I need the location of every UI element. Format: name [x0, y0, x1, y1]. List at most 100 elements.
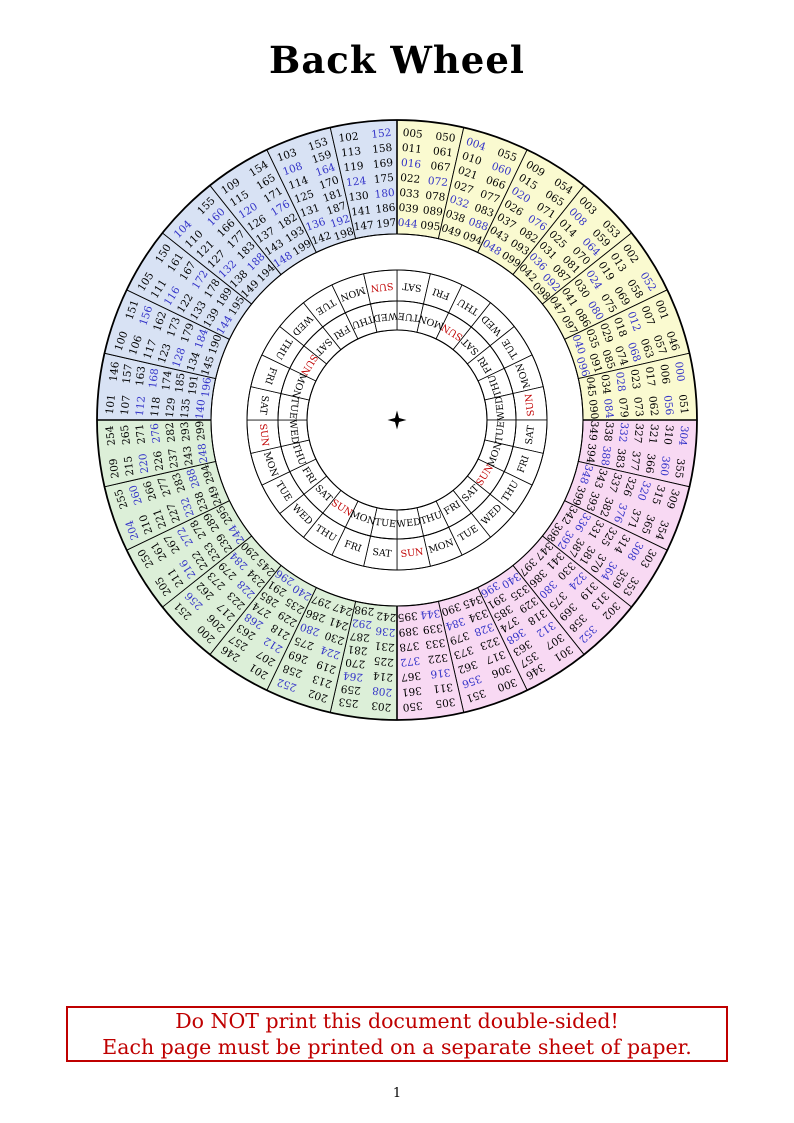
year-number: 231 — [374, 639, 395, 653]
year-number: 281 — [347, 643, 368, 657]
day-label: WED — [372, 310, 398, 324]
year-number: 135 — [179, 398, 193, 419]
year-number: 102 — [338, 131, 359, 145]
year-number: 079 — [616, 397, 630, 418]
year-number: 208 — [372, 684, 393, 698]
year-number: 039 — [398, 202, 419, 216]
year-number: 158 — [372, 142, 393, 156]
year-number: 000 — [672, 361, 686, 382]
year-number: 265 — [119, 424, 133, 445]
warning-box: Do NOT print this document double-sided!… — [66, 1006, 728, 1062]
year-number: 395 — [397, 609, 418, 623]
year-number: 372 — [400, 654, 421, 668]
year-number: 321 — [646, 423, 660, 444]
year-number: 215 — [122, 455, 136, 476]
day-label: SAT — [401, 280, 422, 293]
ring-circle — [246, 269, 548, 571]
day-label: SAT — [524, 424, 537, 445]
day-label: SAT — [257, 395, 270, 416]
year-number: 349 — [586, 420, 600, 441]
day-label: SUN — [257, 423, 270, 447]
year-number: 264 — [342, 669, 364, 683]
year-number: 124 — [346, 175, 368, 189]
year-number: 196 — [200, 376, 214, 398]
year-number: 017 — [643, 366, 657, 387]
year-number: 045 — [584, 376, 598, 397]
year-number: 180 — [374, 187, 395, 201]
year-number: 146 — [108, 361, 122, 383]
day-label: WED — [396, 517, 422, 531]
year-number: 287 — [349, 629, 370, 643]
year-number: 023 — [628, 369, 642, 390]
year-number: 033 — [399, 187, 420, 201]
year-number: 152 — [371, 127, 392, 141]
year-number: 113 — [340, 145, 361, 159]
year-number: 339 — [422, 621, 443, 635]
year-number: 130 — [348, 190, 369, 204]
year-number: 062 — [646, 395, 660, 416]
day-label: SUN — [400, 547, 424, 560]
year-number: 293 — [179, 421, 193, 442]
year-number: 107 — [119, 395, 133, 416]
year-number: 163 — [134, 365, 148, 386]
year-number: 253 — [338, 695, 359, 709]
day-label: TUE — [374, 517, 396, 530]
year-number: 259 — [340, 682, 361, 696]
year-number: 078 — [425, 190, 446, 204]
year-number: 022 — [400, 172, 421, 186]
year-number: 299 — [194, 420, 208, 441]
year-number: 011 — [401, 142, 422, 156]
year-number: 056 — [661, 395, 675, 417]
year-number: 355 — [672, 458, 686, 479]
year-number: 282 — [164, 422, 178, 443]
year-number: 185 — [173, 372, 187, 393]
year-number: 141 — [351, 204, 372, 218]
year-number: 378 — [399, 639, 420, 653]
year-number: 225 — [373, 654, 394, 668]
day-label: TUE — [397, 310, 419, 323]
day-label: TUE — [494, 420, 507, 442]
year-number: 006 — [658, 363, 672, 385]
year-number: 389 — [398, 624, 419, 638]
day-label: WED — [494, 395, 508, 421]
year-number: 366 — [643, 453, 657, 475]
year-number: 270 — [345, 656, 366, 670]
year-number: 305 — [435, 695, 456, 709]
year-number: 237 — [167, 448, 181, 469]
year-number: 338 — [601, 421, 615, 442]
ring-circle — [210, 233, 584, 607]
year-number: 344 — [419, 607, 441, 621]
year-number: 174 — [160, 370, 174, 392]
year-number: 016 — [400, 157, 422, 171]
year-number: 157 — [121, 363, 135, 384]
year-number: 226 — [152, 450, 166, 472]
year-number: 129 — [164, 397, 178, 418]
year-number: 203 — [371, 699, 392, 713]
year-number: 140 — [194, 399, 208, 420]
year-number: 316 — [429, 666, 451, 680]
year-number: 186 — [375, 202, 397, 216]
year-number: 248 — [196, 443, 210, 464]
ring-circle — [277, 300, 517, 540]
year-number: 051 — [676, 394, 690, 415]
year-number: 209 — [108, 458, 122, 479]
day-label: SUN — [524, 393, 537, 417]
year-number: 243 — [181, 445, 195, 466]
ring-circle — [96, 119, 698, 721]
year-number: 028 — [613, 371, 627, 392]
page-number: 1 — [392, 1086, 402, 1101]
year-number: 360 — [658, 455, 672, 476]
year-number: 322 — [427, 651, 448, 665]
page-title: Back Wheel — [269, 38, 525, 82]
day-label: SUN — [370, 280, 394, 293]
year-number: 147 — [353, 219, 374, 233]
year-number: 118 — [149, 396, 163, 417]
year-number: 292 — [351, 616, 372, 630]
year-number: 112 — [134, 395, 148, 416]
year-number: 005 — [402, 127, 423, 141]
year-number: 034 — [598, 374, 612, 396]
day-label: WED — [287, 419, 301, 445]
year-number: 304 — [676, 425, 690, 447]
year-number: 332 — [616, 422, 630, 443]
